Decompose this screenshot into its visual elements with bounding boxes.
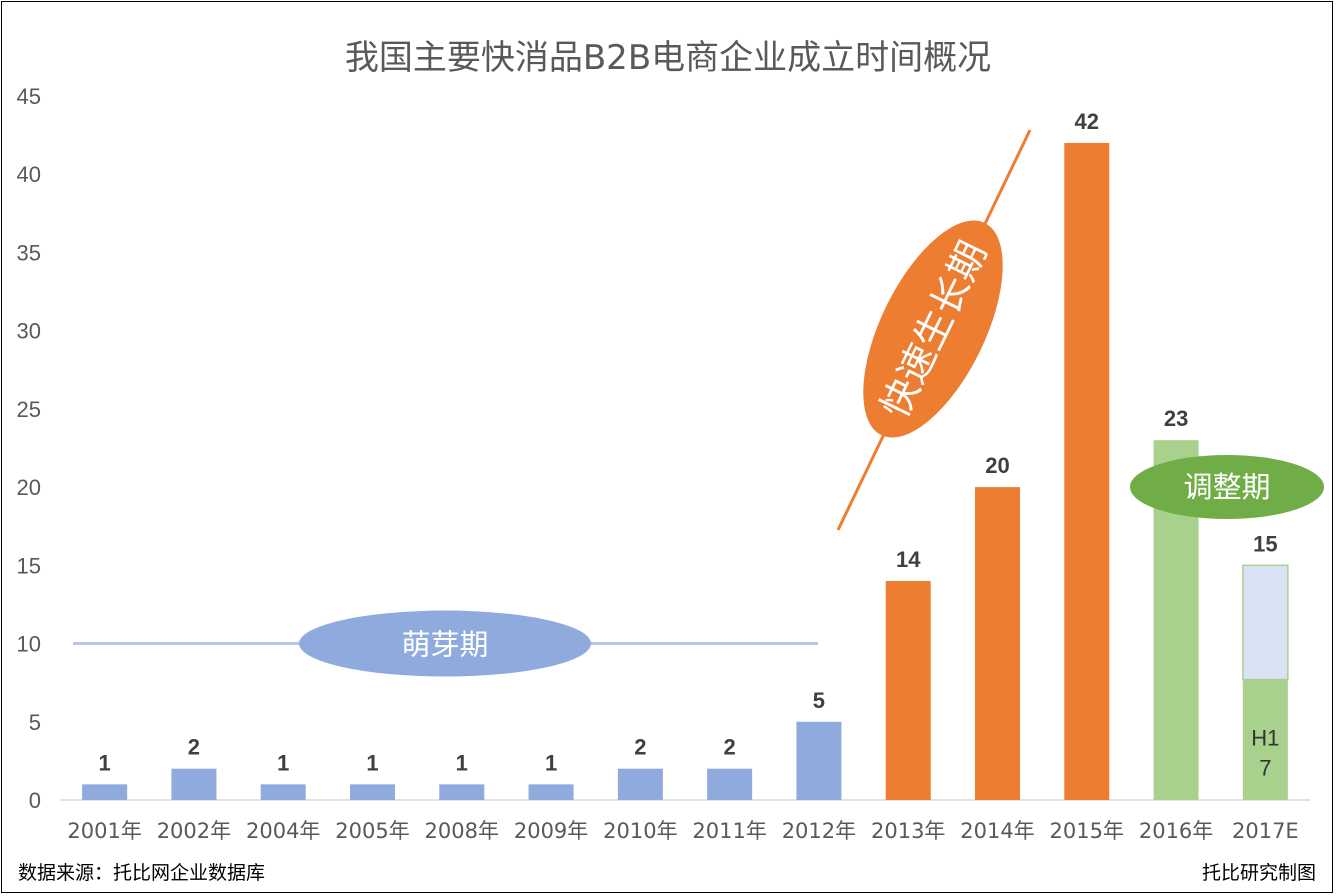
adjust-phase-label: 调整期 xyxy=(1183,470,1270,504)
growth-phase-badge: 快速生长期 xyxy=(863,220,1003,438)
data-label: 2 xyxy=(188,735,200,760)
y-tick-label: 0 xyxy=(29,788,41,813)
y-tick-label: 10 xyxy=(17,632,41,657)
data-label: 1 xyxy=(456,750,468,775)
bar-segment-estimate xyxy=(1242,564,1289,681)
x-tick-label: 2009年 xyxy=(514,819,588,843)
y-tick-label: 45 xyxy=(17,84,41,109)
bar xyxy=(885,580,931,800)
y-tick-label: 30 xyxy=(17,319,41,344)
x-tick-label: 2012年 xyxy=(782,819,856,843)
x-tick-label: 2011年 xyxy=(692,819,766,843)
x-tick-label: 2013年 xyxy=(871,819,945,843)
x-tick-label: 2017E xyxy=(1232,819,1299,843)
bar xyxy=(171,768,217,800)
sprout-phase-label: 萌芽期 xyxy=(401,628,488,662)
data-label: 23 xyxy=(1164,406,1188,431)
bar xyxy=(528,784,574,800)
data-label: 1 xyxy=(277,750,289,775)
data-label: 2 xyxy=(724,735,736,760)
y-tick-label: 25 xyxy=(17,397,41,422)
data-label: 14 xyxy=(896,547,921,572)
data-label: 5 xyxy=(813,688,825,713)
bar xyxy=(796,721,842,800)
y-tick-label: 15 xyxy=(17,553,41,578)
credit-note: 托比研究制图 xyxy=(1201,862,1316,884)
x-tick-label: 2005年 xyxy=(335,819,409,843)
segment-label: 7 xyxy=(1259,756,1271,781)
x-tick-label: 2001年 xyxy=(67,819,141,843)
growth-phase-ellipse xyxy=(863,220,1003,438)
y-tick-label: 5 xyxy=(29,710,41,735)
data-label: 2 xyxy=(634,735,646,760)
x-tick-label: 2002年 xyxy=(157,819,231,843)
adjust-phase-ellipse xyxy=(1130,455,1324,519)
data-label: 20 xyxy=(985,453,1009,478)
bar xyxy=(617,768,663,800)
y-tick-label: 20 xyxy=(17,475,41,500)
data-label: 1 xyxy=(366,750,378,775)
x-tick-label: 2008年 xyxy=(425,819,499,843)
sprout-phase-ellipse xyxy=(299,610,591,677)
data-label: 15 xyxy=(1253,531,1277,556)
data-label: 42 xyxy=(1075,109,1099,134)
segment-label: H1 xyxy=(1251,726,1279,751)
bar xyxy=(350,784,395,800)
data-label: 1 xyxy=(545,750,557,775)
x-tick-label: 2015年 xyxy=(1050,819,1124,843)
source-note: 数据来源：托比网企业数据库 xyxy=(18,862,266,884)
x-tick-label: 2004年 xyxy=(246,819,320,843)
bar xyxy=(975,487,1020,800)
bar xyxy=(1064,142,1110,800)
y-tick-label: 35 xyxy=(17,240,41,265)
x-tick-label: 2010年 xyxy=(603,819,677,843)
bar xyxy=(260,784,306,800)
data-label: 1 xyxy=(99,750,111,775)
x-tick-label: 2014年 xyxy=(960,819,1034,843)
bar-segment-actual xyxy=(1242,679,1288,800)
x-tick-label: 2016年 xyxy=(1139,819,1213,843)
y-tick-label: 40 xyxy=(17,162,41,187)
bar xyxy=(439,784,485,800)
bar xyxy=(82,784,128,800)
bar xyxy=(707,768,753,800)
chart-title: 我国主要快消品B2B电商企业成立时间概况 xyxy=(344,38,992,78)
